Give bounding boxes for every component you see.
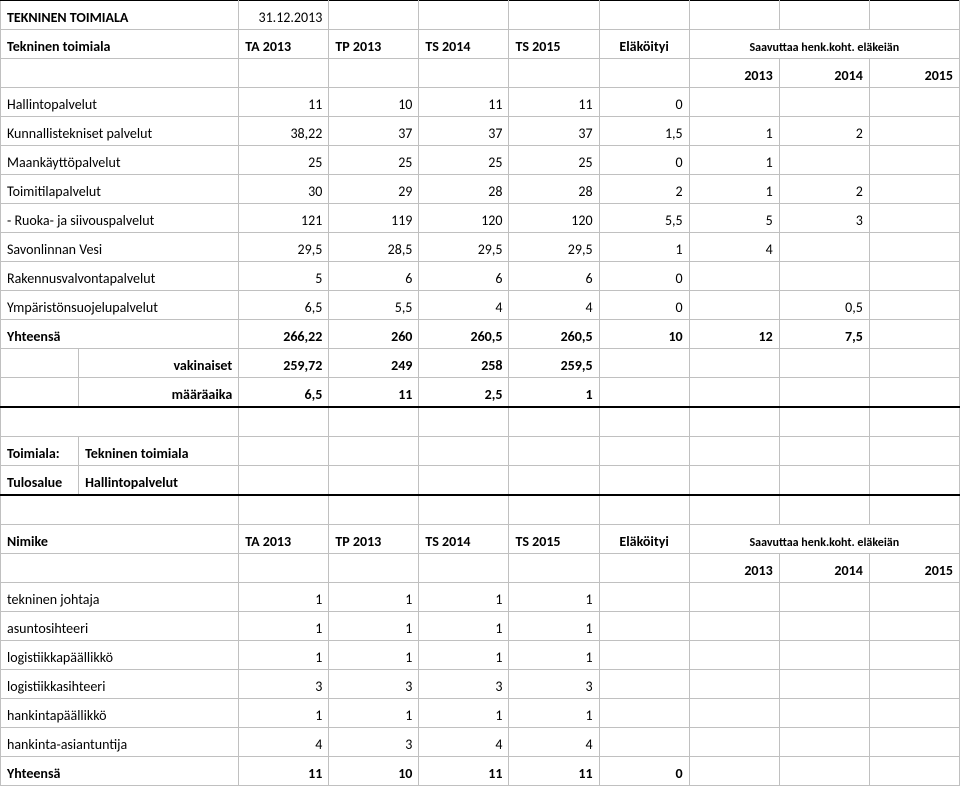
section1-title-row: TEKNINEN TOIMIALA 31.12.2013 — [1, 1, 960, 30]
row-name: Ympäristönsuojelupalvelut — [1, 291, 239, 320]
hdr-elak: Eläköityi — [599, 30, 689, 59]
section2-meta-row: Toimiala: Tekninen toimiala — [1, 437, 960, 466]
section1-title: TEKNINEN TOIMIALA — [1, 1, 239, 30]
hdr-ts14: TS 2014 — [419, 30, 509, 59]
hdr2-2015: 2015 — [869, 554, 959, 583]
row-name: - Ruoka- ja siivouspalvelut — [1, 204, 239, 233]
row-name: hankintapäällikkö — [1, 699, 239, 728]
row-name: logistiikkasihteeri — [1, 670, 239, 699]
toimiala-value: Tekninen toimiala — [79, 437, 239, 466]
section2-meta-row: Tulosalue Hallintopalvelut — [1, 466, 960, 496]
hdr-2015: 2015 — [869, 59, 959, 88]
section1-subtitle: Tekninen toimiala — [1, 30, 239, 59]
table-row: Ympäristönsuojelupalvelut6,55,54400,5 — [1, 291, 960, 320]
total-label: Yhteensä — [1, 320, 239, 349]
hdr2-ts14: TS 2014 — [419, 525, 509, 554]
hdr2-ts15: TS 2015 — [509, 525, 599, 554]
table-row: Toimitilapalvelut30292828212 — [1, 175, 960, 204]
table-row: - Ruoka- ja siivouspalvelut1211191201205… — [1, 204, 960, 233]
sub-label: vakinaiset — [79, 349, 239, 378]
section1-header-row: Tekninen toimiala TA 2013 TP 2013 TS 201… — [1, 30, 960, 59]
row-name: Kunnallistekniset palvelut — [1, 117, 239, 146]
row-name: Maankäyttöpalvelut — [1, 146, 239, 175]
hdr2-ta: TA 2013 — [239, 525, 329, 554]
table-row: logistiikkapäällikkö1111 — [1, 641, 960, 670]
section2-total-row: Yhteensä 11 10 11 11 0 — [1, 757, 960, 786]
section1-sub-row: määräaika 6,5 11 2,5 1 — [1, 378, 960, 408]
table-row: Kunnallistekniset palvelut38,223737371,5… — [1, 117, 960, 146]
row-name: Rakennusvalvontapalvelut — [1, 262, 239, 291]
row-name: asuntosihteeri — [1, 612, 239, 641]
table-row: tekninen johtaja1111 — [1, 583, 960, 612]
spreadsheet-table: TEKNINEN TOIMIALA 31.12.2013 Tekninen to… — [0, 0, 960, 786]
table-row: Rakennusvalvontapalvelut56660 — [1, 262, 960, 291]
row-name: logistiikkapäällikkö — [1, 641, 239, 670]
table-row: hankintapäällikkö1111 — [1, 699, 960, 728]
hdr2-2013: 2013 — [689, 554, 779, 583]
total-label: Yhteensä — [1, 757, 239, 786]
hdr-2013: 2013 — [689, 59, 779, 88]
section1-years-row: 2013 2014 2015 — [1, 59, 960, 88]
table-row: hankinta-asiantuntija4344 — [1, 728, 960, 757]
table-row: logistiikkasihteeri3333 — [1, 670, 960, 699]
hdr2-elak: Eläköityi — [599, 525, 689, 554]
row-name: Toimitilapalvelut — [1, 175, 239, 204]
hdr2-2014: 2014 — [779, 554, 869, 583]
row-name: tekninen johtaja — [1, 583, 239, 612]
section1-total-row: Yhteensä 266,22 260 260,5 260,5 10 12 7,… — [1, 320, 960, 349]
section1-date: 31.12.2013 — [239, 1, 329, 30]
table-row: Maankäyttöpalvelut2525252501 — [1, 146, 960, 175]
section1-sub-row: vakinaiset 259,72 249 258 259,5 — [1, 349, 960, 378]
sub-label: määräaika — [79, 378, 239, 408]
blank-row — [1, 407, 960, 437]
hdr2-tp: TP 2013 — [329, 525, 419, 554]
section2-years-row: 2013 2014 2015 — [1, 554, 960, 583]
table-row: Savonlinnan Vesi29,528,529,529,514 — [1, 233, 960, 262]
row-name: Hallintopalvelut — [1, 88, 239, 117]
tulosalue-value: Hallintopalvelut — [79, 466, 239, 496]
table-row: asuntosihteeri1111 — [1, 612, 960, 641]
hdr-2014: 2014 — [779, 59, 869, 88]
nimike-label: Nimike — [1, 525, 239, 554]
blank-row — [1, 495, 960, 525]
toimiala-label: Toimiala: — [1, 437, 79, 466]
table-row: Hallintopalvelut111011110 — [1, 88, 960, 117]
hdr2-saav: Saavuttaa henk.koht. eläkeiän — [689, 525, 959, 554]
hdr-ta: TA 2013 — [239, 30, 329, 59]
hdr-ts15: TS 2015 — [509, 30, 599, 59]
row-name: Savonlinnan Vesi — [1, 233, 239, 262]
hdr-tp: TP 2013 — [329, 30, 419, 59]
tulosalue-label: Tulosalue — [1, 466, 79, 496]
section2-header-row: Nimike TA 2013 TP 2013 TS 2014 TS 2015 E… — [1, 525, 960, 554]
row-name: hankinta-asiantuntija — [1, 728, 239, 757]
hdr-saav: Saavuttaa henk.koht. eläkeiän — [689, 30, 959, 59]
